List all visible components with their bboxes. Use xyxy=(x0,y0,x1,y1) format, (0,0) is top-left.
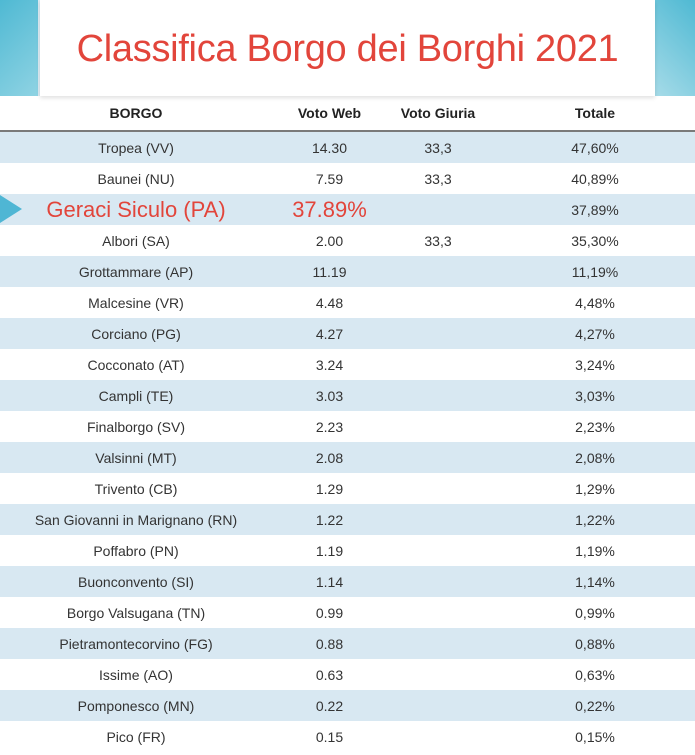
table-row: Tropea (VV) 14.30 33,3 47,60% xyxy=(0,132,695,163)
table-row: Campli (TE) 3.03 3,03% xyxy=(0,380,695,411)
table-row: Poffabro (PN) 1.19 1,19% xyxy=(0,535,695,566)
cell-totale: 0,99% xyxy=(575,605,615,621)
header-borgo: BORGO xyxy=(109,105,163,121)
cell-totale: 4,48% xyxy=(575,295,615,311)
cell-totale: 4,27% xyxy=(575,326,615,342)
cell-totale: 0,88% xyxy=(575,636,615,652)
cell-totale: 2,23% xyxy=(575,419,615,435)
table-row: Pietramontecorvino (FG) 0.88 0,88% xyxy=(0,628,695,659)
cell-voto-web: 2.23 xyxy=(315,419,344,435)
cell-voto-web: 0.88 xyxy=(315,636,344,652)
cell-voto-web: 0.22 xyxy=(315,698,344,714)
table-row: Buonconvento (SI) 1.14 1,14% xyxy=(0,566,695,597)
cell-voto-web: 14.30 xyxy=(311,140,348,156)
cell-borgo: Issime (AO) xyxy=(99,667,173,683)
table-row: Baunei (NU) 7.59 33,3 40,89% xyxy=(0,163,695,194)
cell-borgo: San Giovanni in Marignano (RN) xyxy=(34,512,238,528)
cell-borgo: Poffabro (PN) xyxy=(93,543,179,559)
cell-voto-web: 1.19 xyxy=(315,543,344,559)
cell-totale: 1,19% xyxy=(575,543,615,559)
cell-borgo: Pico (FR) xyxy=(106,729,166,745)
table-row: Valsinni (MT) 2.08 2,08% xyxy=(0,442,695,473)
header-voto-web: Voto Web xyxy=(297,105,362,121)
cell-voto-web: 7.59 xyxy=(315,171,344,187)
header-voto-giuria: Voto Giuria xyxy=(400,105,476,121)
page-title: Classifica Borgo dei Borghi 2021 xyxy=(76,28,619,70)
table-row: Finalborgo (SV) 2.23 2,23% xyxy=(0,411,695,442)
cell-voto-web: 3.24 xyxy=(315,357,344,373)
table-row: Issime (AO) 0.63 0,63% xyxy=(0,659,695,690)
table-row: Albori (SA) 2.00 33,3 35,30% xyxy=(0,225,695,256)
cell-borgo: Valsinni (MT) xyxy=(95,450,177,466)
cell-borgo: Geraci Siculo (PA) xyxy=(46,197,226,222)
cell-voto-giuria: 33,3 xyxy=(424,233,452,249)
cell-voto-web: 37.89% xyxy=(292,197,367,222)
cell-totale: 1,14% xyxy=(575,574,615,590)
table-body: Tropea (VV) 14.30 33,3 47,60% Baunei (NU) 7.5… xyxy=(0,132,695,752)
cell-totale: 37,89% xyxy=(571,202,619,218)
table-row: Pico (FR) 0.15 0,15% xyxy=(0,721,695,752)
right-arrow-icon xyxy=(0,195,22,223)
cell-totale: 11,19% xyxy=(571,264,619,280)
cell-borgo: Baunei (NU) xyxy=(97,171,175,187)
cell-borgo: Grottammare (AP) xyxy=(78,264,194,280)
cell-totale: 2,08% xyxy=(575,450,615,466)
cell-voto-web: 3.03 xyxy=(315,388,344,404)
table-row: Corciano (PG) 4.27 4,27% xyxy=(0,318,695,349)
cell-voto-web: 1.22 xyxy=(315,512,344,528)
table-row: Geraci Siculo (PA) 37.89% 37,89% xyxy=(0,194,695,225)
cell-borgo: Trivento (CB) xyxy=(94,481,178,497)
cell-voto-web: 4.27 xyxy=(315,326,344,342)
cell-borgo: Albori (SA) xyxy=(102,233,170,249)
cell-borgo: Buonconvento (SI) xyxy=(78,574,194,590)
cell-borgo: Corciano (PG) xyxy=(91,326,181,342)
table-row: Pomponesco (MN) 0.22 0,22% xyxy=(0,690,695,721)
cell-voto-web: 1.14 xyxy=(315,574,344,590)
cell-borgo: Malcesine (VR) xyxy=(88,295,184,311)
cell-voto-web: 0.15 xyxy=(315,729,344,745)
cell-voto-web: 0.63 xyxy=(315,667,344,683)
table-row: Malcesine (VR) 4.48 4,48% xyxy=(0,287,695,318)
cell-borgo: Borgo Valsugana (TN) xyxy=(66,605,206,621)
table-row: Trivento (CB) 1.29 1,29% xyxy=(0,473,695,504)
cell-voto-giuria: 33,3 xyxy=(424,140,452,156)
cell-totale: 40,89% xyxy=(571,171,619,187)
cell-borgo: Pietramontecorvino (FG) xyxy=(59,636,213,652)
cell-borgo: Campli (TE) xyxy=(98,388,174,404)
title-card: Classifica Borgo dei Borghi 2021 xyxy=(40,0,655,96)
table-header: BORGO Voto Web Voto Giuria Totale xyxy=(0,98,695,132)
cell-voto-web: 4.48 xyxy=(315,295,344,311)
cell-voto-web: 1.29 xyxy=(315,481,344,497)
cell-voto-web: 2.08 xyxy=(315,450,344,466)
table-row: Borgo Valsugana (TN) 0.99 0,99% xyxy=(0,597,695,628)
table-row: Cocconato (AT) 3.24 3,24% xyxy=(0,349,695,380)
cell-voto-giuria: 33,3 xyxy=(424,171,452,187)
cell-totale: 1,22% xyxy=(575,512,615,528)
cell-borgo: Tropea (VV) xyxy=(98,140,174,156)
cell-totale: 35,30% xyxy=(571,233,619,249)
cell-totale: 3,24% xyxy=(575,357,615,373)
cell-totale: 0,22% xyxy=(575,698,615,714)
ranking-table: BORGO Voto Web Voto Giuria Totale Tropea… xyxy=(0,98,695,752)
cell-voto-web: 2.00 xyxy=(315,233,344,249)
cell-totale: 3,03% xyxy=(575,388,615,404)
cell-borgo: Cocconato (AT) xyxy=(87,357,185,373)
cell-voto-web: 11.19 xyxy=(312,264,347,280)
cell-voto-web: 0.99 xyxy=(315,605,344,621)
cell-totale: 0,63% xyxy=(575,667,615,683)
cell-borgo: Finalborgo (SV) xyxy=(86,419,186,435)
cell-totale: 47,60% xyxy=(571,140,619,156)
cell-borgo: Pomponesco (MN) xyxy=(77,698,195,714)
table-row: Grottammare (AP) 11.19 11,19% xyxy=(0,256,695,287)
cell-totale: 1,29% xyxy=(575,481,615,497)
header-totale: Totale xyxy=(574,105,616,121)
cell-totale: 0,15% xyxy=(575,729,615,745)
table-row: San Giovanni in Marignano (RN) 1.22 1,22% xyxy=(0,504,695,535)
